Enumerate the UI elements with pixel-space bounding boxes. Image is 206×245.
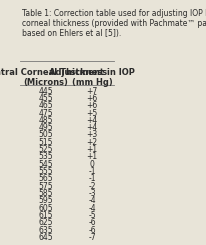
Text: 565: 565 [38,174,53,184]
Text: -3: -3 [88,189,96,198]
Text: 475: 475 [38,109,53,118]
Text: 535: 535 [38,152,53,161]
Text: +3: +3 [87,131,98,139]
Text: 515: 515 [38,138,53,147]
Text: 495: 495 [38,123,53,132]
Text: +7: +7 [87,86,98,96]
Text: +1: +1 [87,145,98,154]
Text: 0: 0 [90,160,95,169]
Text: +2: +2 [87,138,98,147]
Text: 605: 605 [38,204,53,213]
Text: +4: +4 [87,116,98,125]
Text: 595: 595 [38,196,53,205]
Text: +5: +5 [87,109,98,118]
Text: 635: 635 [38,226,53,235]
Text: +4: +4 [87,123,98,132]
Text: +1: +1 [87,152,98,161]
Text: Table 1: Correction table used for adjusting IOP based on central
corneal thickn: Table 1: Correction table used for adjus… [22,9,206,38]
Text: -7: -7 [88,233,96,242]
Text: Adjustment in IOP
(mm Hg): Adjustment in IOP (mm Hg) [49,68,135,87]
Text: -6: -6 [88,226,96,235]
Text: 645: 645 [38,233,53,242]
Text: -5: -5 [88,211,96,220]
Text: -6: -6 [88,218,96,227]
Text: -4: -4 [88,196,96,205]
Text: 445: 445 [38,86,53,96]
Text: Central Corneal Thickness
(Microns): Central Corneal Thickness (Microns) [0,68,108,87]
Text: -4: -4 [88,204,96,213]
Text: 545: 545 [38,160,53,169]
Text: 465: 465 [38,101,53,110]
Text: 555: 555 [38,167,53,176]
Text: 485: 485 [38,116,53,125]
Text: +6: +6 [87,101,98,110]
Text: 525: 525 [38,145,53,154]
Text: -1: -1 [88,174,96,184]
Text: 575: 575 [38,182,53,191]
Text: -1: -1 [88,167,96,176]
Text: -2: -2 [88,182,96,191]
Text: 615: 615 [38,211,53,220]
Text: 455: 455 [38,94,53,103]
Text: 585: 585 [38,189,53,198]
Text: +6: +6 [87,94,98,103]
Text: 625: 625 [38,218,53,227]
Text: 505: 505 [38,131,53,139]
